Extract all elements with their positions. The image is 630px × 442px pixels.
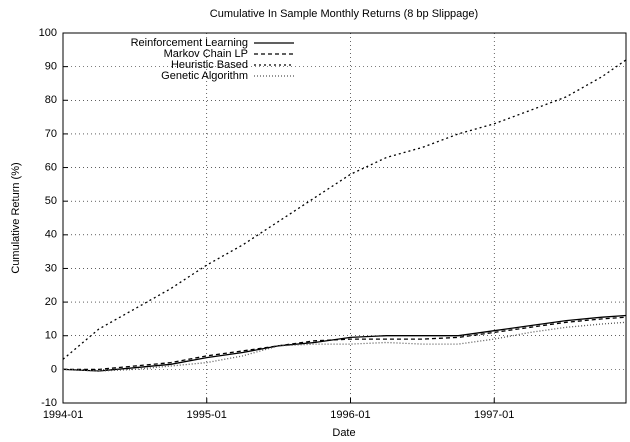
y-tick-label: 50 <box>45 195 57 207</box>
x-tick-label: 1994-01 <box>43 409 83 421</box>
y-tick-label: 30 <box>45 262 57 274</box>
y-tick-label: 70 <box>45 128 57 140</box>
y-tick-label: -10 <box>41 397 57 409</box>
y-tick-label: 90 <box>45 61 57 73</box>
legend-label: Markov Chain LP <box>164 48 248 60</box>
legend-label: Reinforcement Learning <box>131 37 248 49</box>
y-tick-label: 60 <box>45 161 57 173</box>
series-line <box>63 316 627 371</box>
plot-frame <box>62 32 627 404</box>
y-tick-label: 40 <box>45 229 57 241</box>
y-tick-label: 0 <box>51 363 57 375</box>
x-axis-label: Date <box>332 427 355 439</box>
chart-title: Cumulative In Sample Monthly Returns (8 … <box>210 8 478 20</box>
legend-label: Genetic Algorithm <box>161 70 248 82</box>
y-tick-label: 80 <box>45 94 57 106</box>
y-tick-label: 10 <box>45 330 57 342</box>
y-tick-label: 100 <box>39 27 57 39</box>
x-tick-label: 1997-01 <box>474 409 514 421</box>
y-tick-label: 20 <box>45 296 57 308</box>
series-line <box>62 59 627 360</box>
series-line <box>62 321 627 372</box>
legend-label: Heuristic Based <box>171 59 248 71</box>
x-tick-label: 1996-01 <box>330 409 370 421</box>
series-line <box>62 314 627 372</box>
y-axis-label: Cumulative Return (%) <box>10 162 22 273</box>
x-tick-label: 1995-01 <box>187 409 227 421</box>
